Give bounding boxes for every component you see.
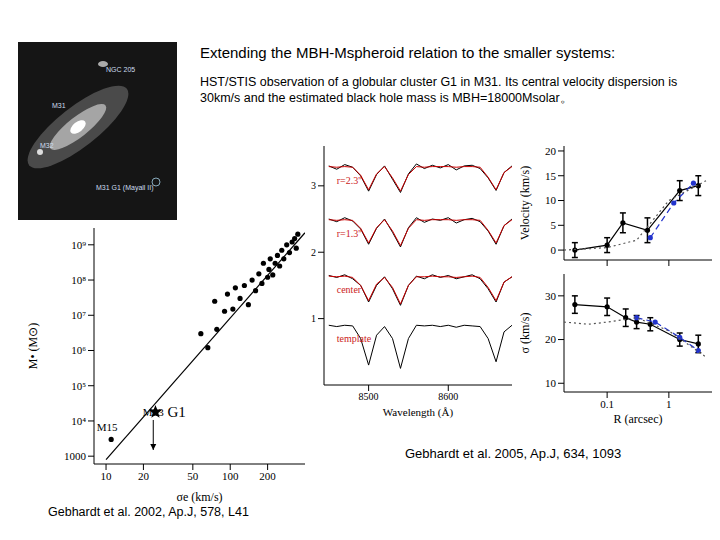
svg-text:8600: 8600 <box>438 391 458 402</box>
svg-text:M• (M⊙): M• (M⊙) <box>26 323 40 370</box>
svg-text:r=1.3'': r=1.3'' <box>337 228 362 239</box>
svg-text:3: 3 <box>311 180 316 191</box>
svg-text:Velocity (km/s): Velocity (km/s) <box>520 166 532 240</box>
svg-text:10⁷: 10⁷ <box>71 309 86 321</box>
svg-text:10: 10 <box>101 470 113 482</box>
svg-text:1: 1 <box>311 313 316 324</box>
svg-text:r=2.3'': r=2.3'' <box>337 175 362 186</box>
svg-text:M33: M33 <box>143 406 164 418</box>
svg-text:20: 20 <box>545 333 557 345</box>
html-text:Gebhardt et al. 2005, Ap.J, 63: Gebhardt et al. 2005, Ap.J, 634, 1093 <box>405 446 622 461</box>
svg-text:10⁸: 10⁸ <box>71 274 86 286</box>
svg-text:G1: G1 <box>167 404 185 420</box>
svg-text:15: 15 <box>545 170 557 182</box>
svg-text:R (arcsec): R (arcsec) <box>614 412 663 426</box>
svg-text:template: template <box>337 333 372 344</box>
svg-text:50: 50 <box>187 470 199 482</box>
svg-text:center: center <box>337 284 362 295</box>
svg-text:σ (km/s): σ (km/s) <box>520 313 532 354</box>
svg-text:0: 0 <box>551 244 557 256</box>
svg-text:0.1: 0.1 <box>600 398 614 410</box>
svg-text:10⁹: 10⁹ <box>71 239 86 251</box>
html-text:M32: M32 <box>40 142 54 149</box>
svg-text:10⁶: 10⁶ <box>71 344 86 356</box>
svg-text:100: 100 <box>222 470 239 482</box>
svg-text:M15: M15 <box>97 421 118 433</box>
svg-text:8500: 8500 <box>359 391 379 402</box>
svg-text:10: 10 <box>545 377 557 389</box>
svg-text:5: 5 <box>551 219 557 231</box>
html-text:NGC 205: NGC 205 <box>106 66 136 73</box>
svg-text:10⁵: 10⁵ <box>71 380 86 392</box>
html-text:M31: M31 <box>52 102 66 109</box>
svg-text:10⁴: 10⁴ <box>71 415 86 427</box>
svg-text:Wavelength (Å): Wavelength (Å) <box>383 406 454 419</box>
html-text:M31 G1 (Mayall II): M31 G1 (Mayall II) <box>96 184 154 191</box>
svg-text:2: 2 <box>311 247 316 258</box>
svg-text:10: 10 <box>545 194 557 206</box>
svg-text:σe (km/s): σe (km/s) <box>176 490 222 504</box>
svg-text:1: 1 <box>666 398 672 410</box>
svg-text:20: 20 <box>545 145 557 157</box>
svg-text:30: 30 <box>545 290 557 302</box>
html-text:Gebhardt et al. 2002, Ap.J, 57: Gebhardt et al. 2002, Ap.J, 578, L41 <box>48 505 249 519</box>
html-text:Extending the MBH-Mspheroid re: Extending the MBH-Mspheroid relation to … <box>200 44 616 61</box>
svg-text:1000: 1000 <box>64 450 87 462</box>
svg-text:200: 200 <box>259 470 276 482</box>
svg-text:20: 20 <box>138 470 150 482</box>
html-text:HST/STIS observation of a glob: HST/STIS observation of a globular clust… <box>200 75 678 105</box>
